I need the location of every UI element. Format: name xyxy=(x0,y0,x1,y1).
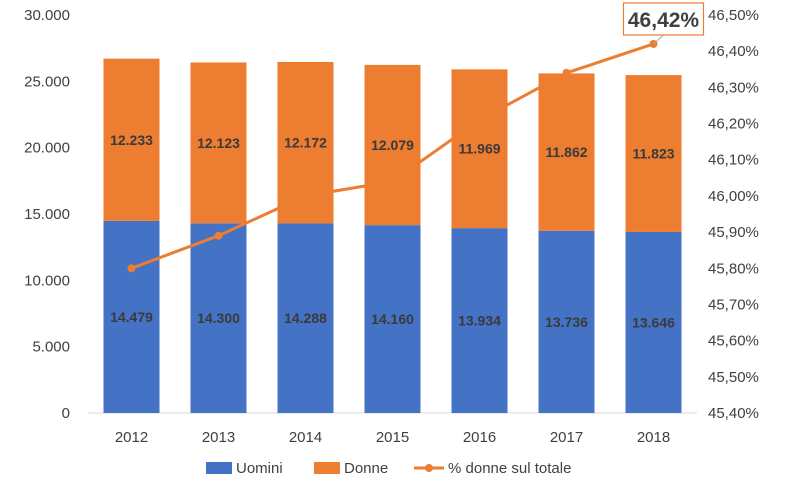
callout-label: 46,42% xyxy=(628,9,700,32)
percentage-line xyxy=(127,39,658,273)
bar-uomini xyxy=(364,225,421,413)
data-label-uomini: 13.646 xyxy=(632,314,675,330)
left-axis-tick-label: 5.000 xyxy=(32,339,70,356)
legend-label-percent: % donne sul totale xyxy=(448,460,571,477)
bar-donne xyxy=(451,69,508,229)
left-axis-tick-label: 20.000 xyxy=(24,140,70,157)
right-axis-tick-label: 46,50% xyxy=(708,7,759,24)
right-axis-tick-label: 46,40% xyxy=(708,43,759,60)
bar-donne xyxy=(103,58,160,221)
bar-donne xyxy=(625,75,682,232)
data-label-uomini: 14.300 xyxy=(197,310,240,326)
data-label-donne: 12.123 xyxy=(197,135,240,151)
data-label-uomini: 13.736 xyxy=(545,314,588,330)
legend-swatch-marker xyxy=(425,464,433,472)
left-axis-tick-label: 30.000 xyxy=(24,7,70,24)
line-point xyxy=(301,191,310,200)
x-axis-tick-label: 2013 xyxy=(202,429,235,446)
right-axis-tick-label: 45,40% xyxy=(708,405,759,422)
bar-uomini xyxy=(451,228,508,413)
callout: 46,42% xyxy=(622,2,705,45)
left-axis-tick-label: 25.000 xyxy=(24,73,70,90)
right-axis-tick-label: 46,20% xyxy=(708,116,759,133)
line-point xyxy=(388,177,397,186)
line-point xyxy=(562,68,571,77)
bar-uomini xyxy=(103,220,160,413)
right-axis-tick-label: 46,10% xyxy=(708,152,759,169)
bars xyxy=(103,58,682,413)
right-axis-tick-label: 45,70% xyxy=(708,296,759,313)
bar-donne xyxy=(364,64,421,226)
right-axis-tick-label: 45,60% xyxy=(708,333,759,350)
left-axis-tick-label: 10.000 xyxy=(24,272,70,289)
legend-swatch-donne xyxy=(314,462,340,474)
x-axis-tick-label: 2014 xyxy=(289,429,322,446)
left-axis-tick-label: 15.000 xyxy=(24,206,70,223)
axes: 0 5.000 10.000 15.000 20.000 25.000 30.000 45,4… xyxy=(24,7,759,446)
bar-donne xyxy=(190,62,247,224)
data-label-donne: 11.862 xyxy=(545,144,587,160)
bar-uomini xyxy=(625,231,682,413)
legend: Uomini Donne % donne sul totale xyxy=(206,460,571,477)
data-label-donne: 12.172 xyxy=(284,135,327,151)
data-label-uomini: 14.479 xyxy=(110,309,153,325)
data-label-uomini: 13.934 xyxy=(458,313,501,329)
x-axis-tick-label: 2012 xyxy=(115,429,148,446)
right-axis-tick-label: 45,90% xyxy=(708,224,759,241)
x-axis-tick-label: 2017 xyxy=(550,429,583,446)
data-label-uomini: 14.160 xyxy=(371,311,414,327)
line-point xyxy=(127,264,136,273)
bar-uomini xyxy=(190,223,247,413)
legend-label-uomini: Uomini xyxy=(236,460,283,477)
bar-uomini xyxy=(277,223,334,413)
x-axis-tick-label: 2015 xyxy=(376,429,409,446)
legend-swatch-uomini xyxy=(206,462,232,474)
data-label-donne: 12.079 xyxy=(371,137,414,153)
data-label-donne: 11.969 xyxy=(458,141,500,157)
x-axis-tick-label: 2016 xyxy=(463,429,496,446)
line-point xyxy=(475,115,484,124)
right-axis-tick-label: 46,30% xyxy=(708,79,759,96)
line-point xyxy=(214,231,223,240)
legend-label-donne: Donne xyxy=(344,460,388,477)
data-label-uomini: 14.288 xyxy=(284,310,327,326)
data-labels: 14.479 12.233 14.300 12.123 14.288 12.172 14.1… xyxy=(110,132,675,331)
right-axis-tick-label: 45,50% xyxy=(708,369,759,386)
callout-box xyxy=(622,2,705,36)
bar-uomini xyxy=(538,230,595,413)
left-axis-tick-label: 0 xyxy=(62,405,70,422)
right-axis-tick-label: 45,80% xyxy=(708,260,759,277)
x-axis-tick-label: 2018 xyxy=(637,429,670,446)
data-label-donne: 12.233 xyxy=(110,132,153,148)
callout-leader-line xyxy=(653,34,664,45)
right-axis-tick-label: 46,00% xyxy=(708,188,759,205)
bar-donne xyxy=(538,73,595,231)
data-label-donne: 11.823 xyxy=(632,146,674,162)
